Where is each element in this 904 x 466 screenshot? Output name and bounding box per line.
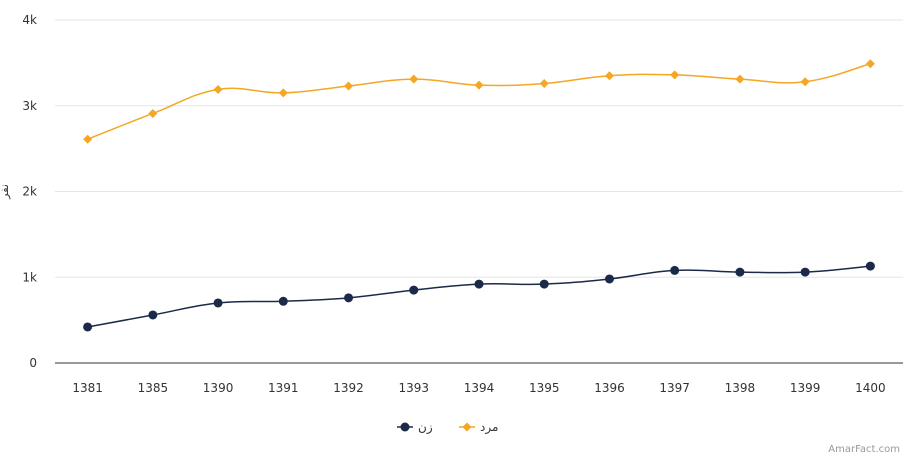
x-axis-ticks: 1381 1385 1390 1391 1392 1393 1394 1395 1396 1397… bbox=[72, 381, 885, 395]
y-tick-label: 0 bbox=[29, 356, 37, 370]
legend-marker[interactable] bbox=[400, 422, 410, 432]
x-tick-label: 1399 bbox=[790, 381, 821, 395]
data-point[interactable] bbox=[735, 267, 745, 277]
data-point[interactable] bbox=[800, 267, 810, 277]
data-point[interactable] bbox=[344, 293, 354, 303]
data-point[interactable] bbox=[344, 81, 354, 91]
data-point[interactable] bbox=[670, 265, 680, 275]
legend-label: مرد bbox=[480, 420, 498, 435]
data-point[interactable] bbox=[278, 88, 288, 98]
y-axis-label: نفر bbox=[0, 184, 11, 200]
data-point[interactable] bbox=[865, 261, 875, 271]
x-tick-label: 1398 bbox=[725, 381, 756, 395]
y-tick-label: 3k bbox=[22, 99, 37, 113]
data-point[interactable] bbox=[213, 84, 223, 94]
data-point[interactable] bbox=[474, 80, 484, 90]
data-point[interactable] bbox=[604, 274, 614, 284]
x-tick-label: 1400 bbox=[855, 381, 886, 395]
x-tick-label: 1394 bbox=[464, 381, 495, 395]
x-tick-label: 1395 bbox=[529, 381, 560, 395]
data-point[interactable] bbox=[83, 322, 93, 332]
y-tick-label: 4k bbox=[22, 13, 37, 27]
series-line bbox=[87, 265, 871, 328]
legend: زن مرد bbox=[397, 420, 498, 435]
data-point[interactable] bbox=[278, 296, 288, 306]
data-point[interactable] bbox=[409, 74, 419, 84]
data-point[interactable] bbox=[865, 59, 875, 69]
data-point[interactable] bbox=[409, 285, 419, 295]
legend-marker[interactable] bbox=[462, 422, 472, 432]
series-line bbox=[87, 63, 871, 140]
data-point[interactable] bbox=[474, 279, 484, 289]
grid-lines bbox=[55, 19, 903, 278]
legend-label: زن bbox=[418, 420, 433, 435]
series-women bbox=[83, 261, 875, 332]
x-tick-label: 1385 bbox=[138, 381, 169, 395]
y-tick-label: 2k bbox=[22, 185, 37, 199]
data-point[interactable] bbox=[670, 70, 680, 80]
data-point[interactable] bbox=[148, 108, 158, 118]
x-tick-label: 1391 bbox=[268, 381, 299, 395]
x-tick-label: 1397 bbox=[659, 381, 690, 395]
data-point[interactable] bbox=[539, 279, 549, 289]
data-point[interactable] bbox=[539, 78, 549, 88]
data-point[interactable] bbox=[604, 71, 614, 81]
y-axis-ticks: 0 1k 2k 3k 4k bbox=[22, 13, 37, 370]
x-tick-label: 1381 bbox=[72, 381, 103, 395]
data-point[interactable] bbox=[213, 298, 223, 308]
x-tick-label: 1390 bbox=[203, 381, 234, 395]
x-tick-label: 1392 bbox=[333, 381, 364, 395]
x-tick-label: 1393 bbox=[398, 381, 429, 395]
series-group bbox=[83, 59, 875, 332]
y-tick-label: 1k bbox=[22, 270, 37, 284]
x-tick-label: 1396 bbox=[594, 381, 625, 395]
credit-text[interactable]: AmarFact.com bbox=[828, 444, 900, 455]
data-point[interactable] bbox=[800, 77, 810, 87]
data-point[interactable] bbox=[83, 134, 93, 144]
data-point[interactable] bbox=[148, 310, 158, 320]
data-point[interactable] bbox=[735, 74, 745, 84]
series-men bbox=[83, 59, 875, 144]
legend-item[interactable]: مرد bbox=[459, 420, 498, 435]
legend-item[interactable]: زن bbox=[397, 420, 433, 435]
